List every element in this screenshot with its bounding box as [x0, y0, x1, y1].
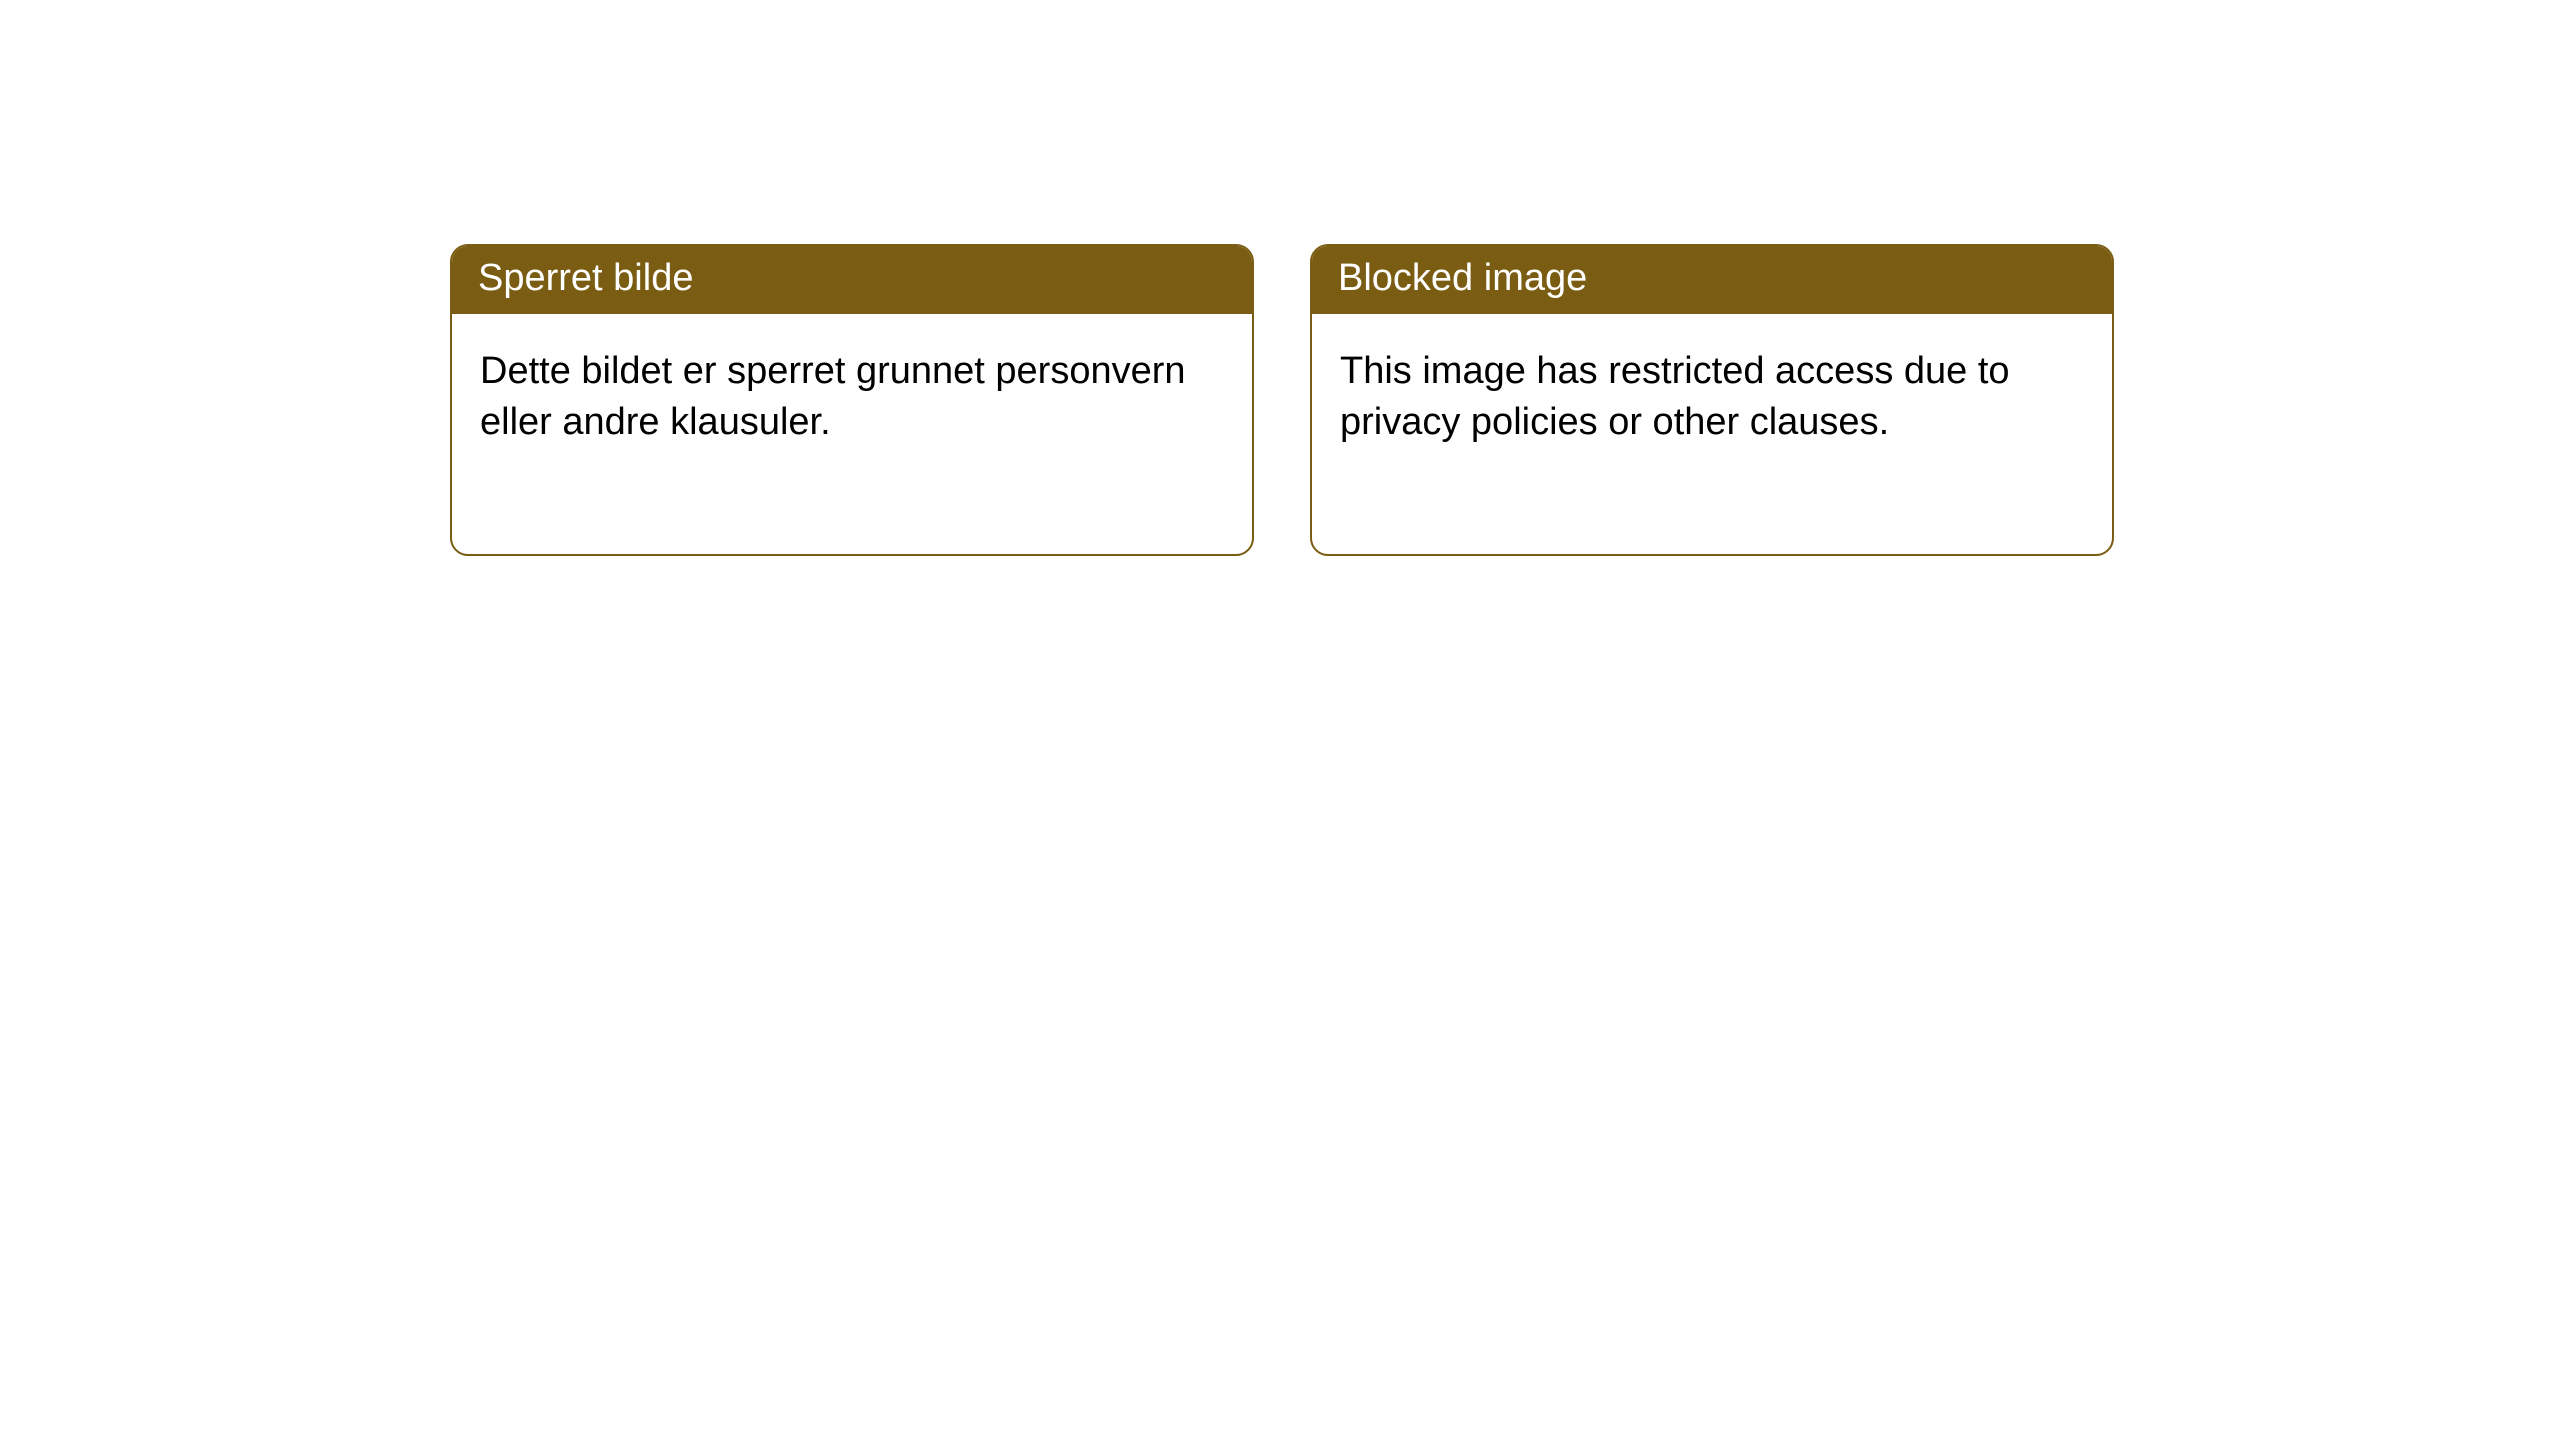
notice-cards-container: Sperret bilde Dette bildet er sperret gr…: [450, 244, 2114, 556]
notice-card-body: This image has restricted access due to …: [1312, 314, 2112, 554]
notice-card-norwegian: Sperret bilde Dette bildet er sperret gr…: [450, 244, 1254, 556]
notice-card-title: Sperret bilde: [452, 246, 1252, 314]
notice-card-english: Blocked image This image has restricted …: [1310, 244, 2114, 556]
notice-card-body: Dette bildet er sperret grunnet personve…: [452, 314, 1252, 554]
notice-card-title: Blocked image: [1312, 246, 2112, 314]
